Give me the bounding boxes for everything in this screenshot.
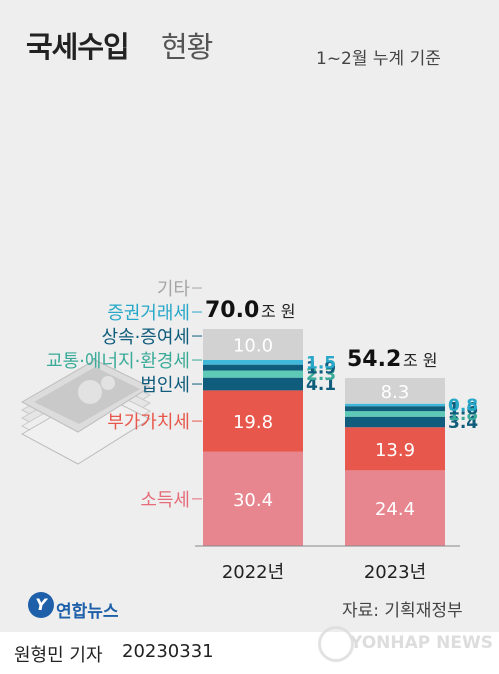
data-label: 2.3 [306,365,336,385]
bar-segment-4-2 [345,411,445,417]
x-tick-label: 2022년 [222,562,284,583]
legend-label: 법인세 [140,375,190,396]
legend-label: 교통·에너지·환경세 [46,351,190,372]
data-label: 30.4 [233,490,273,511]
reporter-name: 원형민 기자 [14,645,103,666]
bar-segment-1-2 [345,470,445,546]
bar-segment-5-1 [203,364,303,371]
plot-area: 30.419.84.12.31.91.510.070.0 조 원2022년24.4… [46,279,478,583]
bar-segment-6-2 [345,403,445,407]
data-label: 13.9 [375,440,415,461]
watermark-text: YONHAP NEWS [350,633,493,653]
bar-segment-1-1 [203,451,303,546]
data-label: 8.3 [381,382,410,403]
total-unit-label: 조 원 [403,351,438,370]
x-tick-label: 2023년 [364,562,426,583]
data-label: 1.8 [448,405,478,425]
total-unit-label: 조 원 [261,302,296,321]
bar-segment-7-2 [345,377,445,404]
legend-label: 증권거래세 [107,303,190,324]
money-stack-icon [20,359,152,465]
page-title: 국세수입 [26,30,130,64]
bar-segment-2-2 [345,427,445,471]
bar-segment-4-1 [203,370,303,378]
bar-segment-6-1 [203,360,303,365]
source-note: 자료: 기획재정부 [342,601,463,621]
data-label: 4.1 [306,375,336,395]
bar-segment-2-1 [203,390,303,452]
legend-label: 부가가치세 [107,412,190,433]
total-label: 54.2 [347,347,401,372]
data-label: 1.5 [306,353,336,373]
page-title-suffix: 현황 [161,30,213,64]
data-label: 10.0 [233,336,273,357]
footer [0,632,499,674]
bar-segment-7-1 [203,329,303,360]
data-label: 19.8 [233,412,273,433]
data-label: 24.4 [375,499,415,520]
basis-note: 1~2월 누계 기준 [316,49,441,69]
brand-name: 연합뉴스 [56,602,119,622]
data-label: 1.9 [306,359,336,379]
bar-segment-3-2 [345,416,445,428]
bar-segment-3-1 [203,377,303,391]
data-label: 3.4 [448,413,478,433]
data-label: 1.6 [448,400,478,420]
publish-date: 20230331 [122,641,214,662]
legend-label: 상속·증여세 [101,327,190,348]
legend-label: 기타 [157,279,191,300]
stacked-bar-chart: 30.419.84.12.31.91.510.070.0 조 원2022년24.4… [20,279,478,583]
yonhap-logo-icon: Y [28,592,54,618]
total-label: 70.0 [205,298,259,323]
bar-segment-5-2 [345,406,445,412]
data-label: 0.8 [448,396,478,416]
watermark-logo-icon [318,626,354,662]
legend-label: 소득세 [140,490,190,511]
